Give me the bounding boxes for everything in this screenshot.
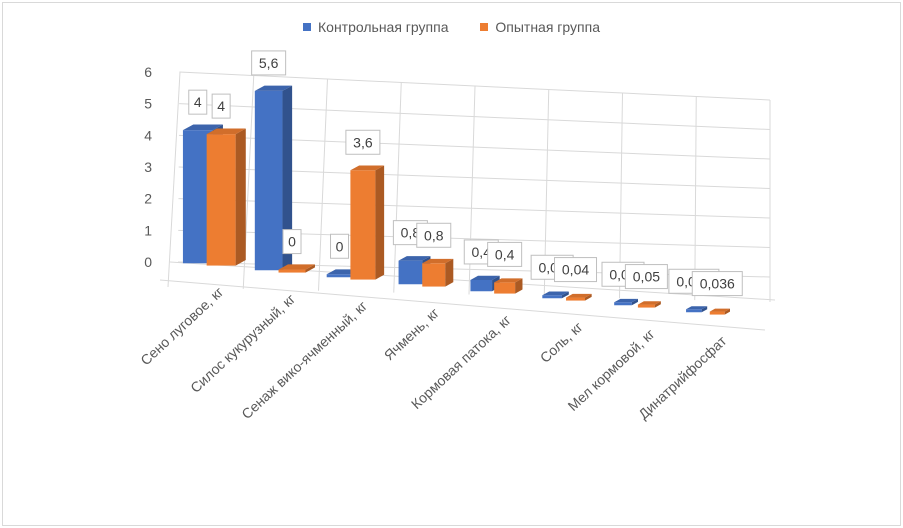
bar-top	[278, 264, 315, 270]
bar-top	[637, 301, 661, 305]
data-label: 0,4	[472, 244, 492, 260]
bar-top	[350, 165, 385, 171]
bar	[686, 309, 702, 313]
bar-top	[182, 124, 223, 131]
data-label: 0,05	[633, 269, 660, 285]
bar-side	[724, 308, 731, 315]
y-tick-label: 2	[144, 191, 152, 207]
bar-top	[542, 291, 569, 296]
bar	[566, 297, 586, 301]
bar-top	[614, 298, 639, 303]
data-label: 0,04	[562, 262, 589, 278]
x-tick-label: Сенаж вико-ячменный, кг	[238, 298, 370, 422]
chart-legend: Контрольная группа Опытная группа	[0, 18, 903, 35]
data-label: 0,8	[424, 227, 444, 243]
bar-side	[375, 165, 385, 280]
bar-top	[709, 308, 731, 312]
data-label: 5,6	[259, 55, 279, 71]
bar-top	[686, 306, 708, 310]
bar-side	[305, 264, 315, 273]
data-label: 0	[336, 238, 344, 254]
bar	[422, 263, 446, 287]
x-tick-label: Динатрийфосфат	[635, 332, 730, 422]
bar	[254, 90, 283, 271]
y-tick-label: 5	[144, 96, 152, 112]
data-label-box	[624, 264, 668, 290]
data-label-box	[251, 50, 287, 76]
data-label-box	[345, 129, 381, 155]
bar	[326, 274, 353, 278]
bar	[470, 279, 493, 292]
legend-label-control: Контрольная группа	[318, 19, 449, 35]
bar-side	[235, 128, 246, 266]
bar	[206, 134, 236, 266]
bar-top	[566, 293, 592, 298]
y-tick-label: 0	[144, 254, 152, 270]
bar-side	[585, 293, 592, 301]
bar	[614, 302, 632, 306]
data-label: 0,8	[401, 225, 421, 241]
bar	[278, 269, 306, 273]
data-label-box	[554, 257, 598, 283]
y-tick-label: 4	[144, 127, 152, 143]
gridline	[393, 82, 402, 293]
bar-side	[515, 278, 523, 294]
data-label-box	[188, 89, 208, 115]
legend-label-experimental: Опытная группа	[495, 19, 600, 35]
bar-top	[422, 258, 454, 264]
bar-side	[282, 85, 293, 271]
data-label-box	[416, 222, 452, 248]
data-label: 0,036	[700, 276, 735, 292]
x-tick-label: Мел кормовой, кг	[565, 326, 658, 414]
bar-top	[494, 278, 523, 283]
gridline	[318, 78, 328, 291]
data-label-box	[211, 93, 231, 119]
gridline	[167, 71, 181, 288]
bar	[350, 170, 376, 280]
bar-top	[398, 256, 431, 261]
bar-top	[206, 128, 246, 135]
legend-swatch-control	[303, 23, 311, 31]
data-label-box	[282, 229, 302, 255]
data-label: 0,4	[495, 246, 515, 262]
data-label: 3,6	[353, 134, 373, 150]
data-label-box	[691, 271, 743, 297]
data-label-box	[330, 233, 350, 259]
bar-top	[254, 85, 293, 91]
legend-swatch-experimental	[480, 23, 489, 31]
y-tick-label: 6	[144, 64, 152, 80]
bar	[637, 304, 655, 308]
y-tick-label: 1	[144, 222, 152, 238]
data-label: 0	[288, 234, 296, 250]
bar	[542, 295, 562, 299]
bar	[494, 282, 516, 294]
bar-side	[654, 301, 661, 308]
floor-line	[159, 279, 766, 331]
gridline	[694, 96, 697, 301]
bar	[709, 311, 725, 315]
y-tick-label: 3	[144, 159, 152, 175]
bar-side	[701, 306, 708, 313]
bar-side	[445, 258, 454, 287]
bar	[398, 260, 423, 285]
bar-side	[631, 298, 639, 306]
bar-side	[561, 291, 569, 299]
data-label-box	[487, 241, 523, 267]
x-tick-label: Ячмень, кг	[381, 305, 442, 364]
legend-item-experimental: Опытная группа	[480, 19, 600, 35]
data-label: 4	[194, 94, 202, 110]
x-tick-label: Соль, кг	[537, 319, 586, 366]
x-tick-label: Сено луговое, кг	[137, 284, 226, 369]
bar-top	[470, 275, 500, 280]
legend-item-control: Контрольная группа	[303, 19, 448, 35]
data-label: 4	[217, 98, 225, 114]
